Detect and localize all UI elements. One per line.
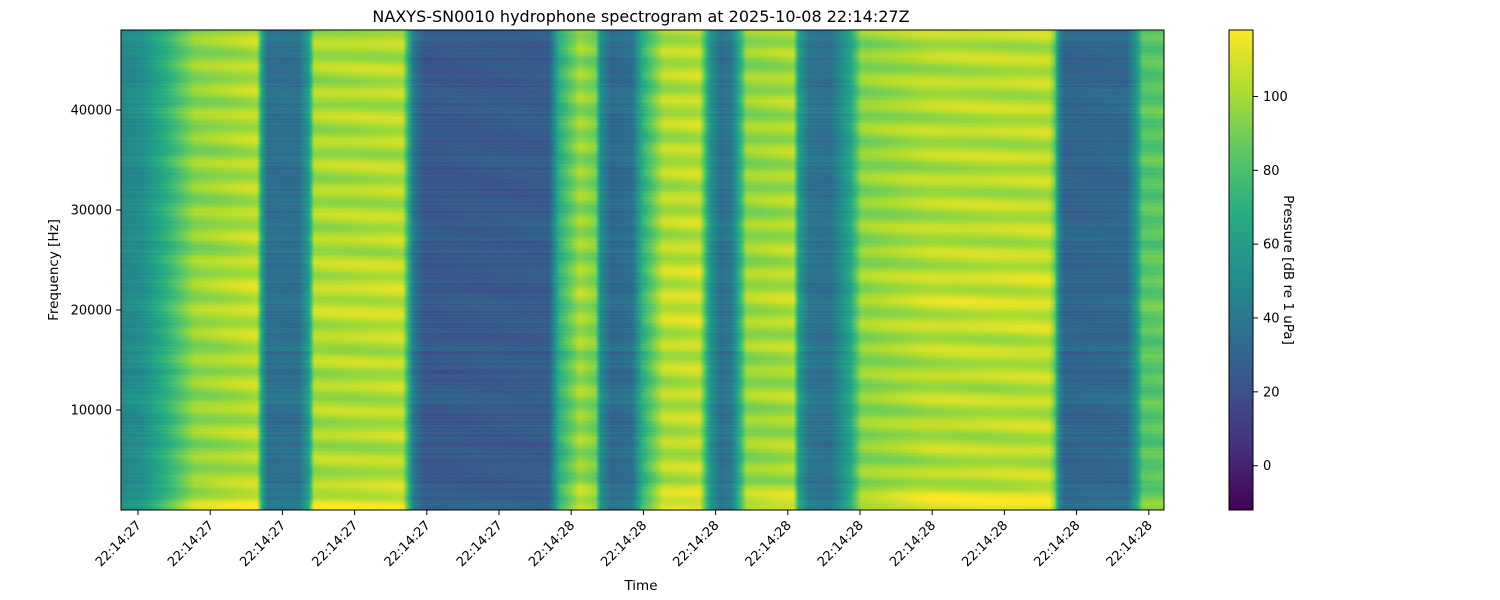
- x-tick-label: 22:14:27: [93, 518, 145, 570]
- x-axis-label: Time: [623, 578, 657, 594]
- colorbar-frame: [1228, 29, 1254, 511]
- x-tick-label: 22:14:27: [237, 518, 289, 570]
- colorbar-gradient: [1229, 30, 1253, 510]
- x-tick-label: 22:14:28: [887, 518, 939, 570]
- y-tick-label: 10000: [71, 404, 112, 419]
- y-tick-label: 30000: [71, 204, 112, 219]
- plot-area: [120, 29, 1165, 511]
- y-tick-label: 20000: [71, 304, 112, 319]
- colorbar-tick-label: 80: [1263, 164, 1280, 179]
- y-axis-label: Frequency [Hz]: [46, 219, 62, 321]
- x-tick-label: 22:14:28: [1032, 518, 1084, 570]
- colorbar-tick-label: 20: [1263, 385, 1280, 400]
- x-axis: 22:14:27 22:14:27 22:14:27 22:14:27 22:14:27…: [93, 510, 1156, 570]
- heatmap-canvas: [121, 30, 1164, 510]
- colorbar-tick-label: 100: [1263, 90, 1288, 105]
- colorbar-tick-label: 0: [1263, 459, 1271, 474]
- colorbar-label: Pressure [dB re 1 uPa]: [1280, 195, 1296, 345]
- chart-title: NAXYS-SN0010 hydrophone spectrogram at 2…: [372, 7, 909, 26]
- x-tick-label: 22:14:28: [526, 518, 578, 570]
- plot-frame: [120, 29, 1165, 511]
- colorbar: 0 20 40 60 80 100 Pressure [dB re 1 uPa]: [1228, 29, 1296, 511]
- x-tick-label: 22:14:28: [815, 518, 867, 570]
- x-tick-label: 22:14:27: [382, 518, 434, 570]
- colorbar-tick-label: 40: [1263, 312, 1280, 327]
- x-tick-label: 22:14:28: [1104, 518, 1156, 570]
- colorbar-ticks: 0 20 40 60 80 100: [1253, 90, 1288, 474]
- x-tick-label: 22:14:27: [454, 518, 506, 570]
- colorbar-tick-label: 60: [1263, 238, 1280, 253]
- x-tick-label: 22:14:27: [310, 518, 362, 570]
- x-tick-label: 22:14:28: [598, 518, 650, 570]
- x-tick-label: 22:14:28: [671, 518, 723, 570]
- y-axis: 10000 20000 30000 40000: [71, 104, 121, 419]
- x-tick-label: 22:14:27: [165, 518, 217, 570]
- x-tick-label: 22:14:28: [959, 518, 1011, 570]
- x-tick-label: 22:14:28: [743, 518, 795, 570]
- y-tick-label: 40000: [71, 104, 112, 119]
